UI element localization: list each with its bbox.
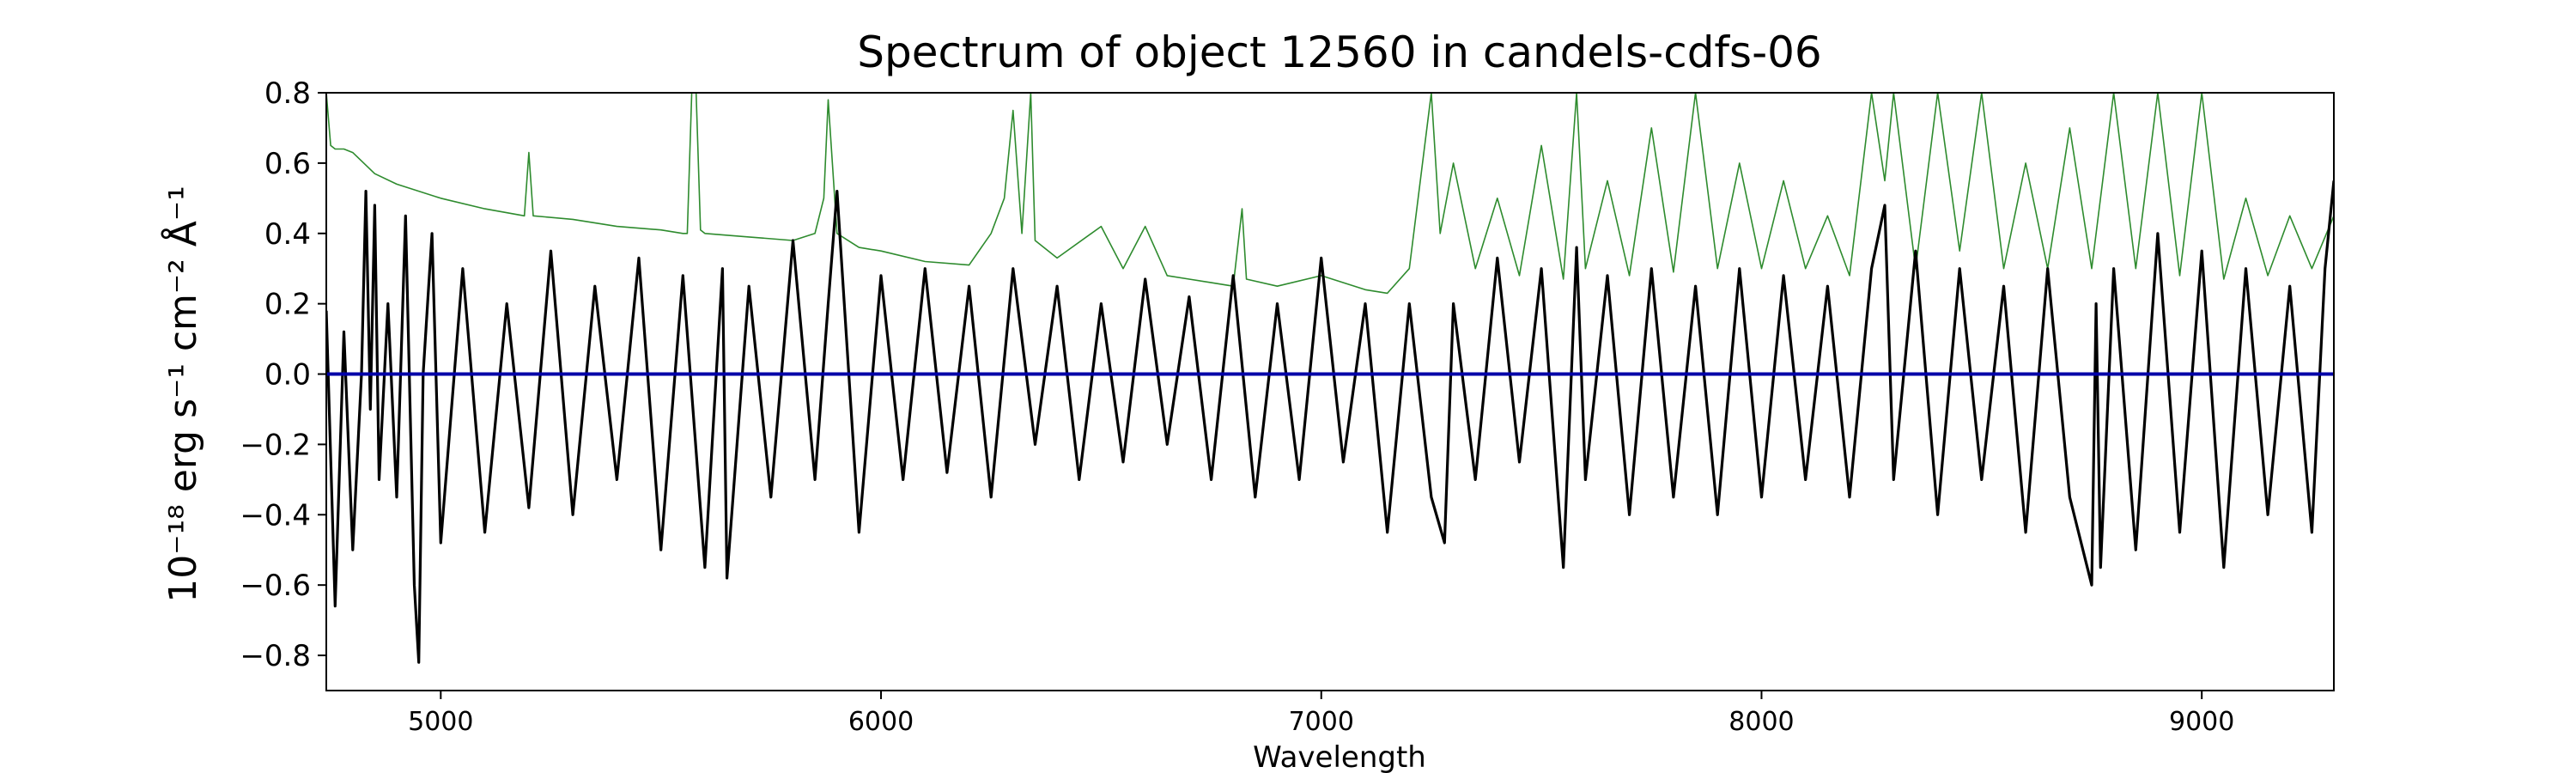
y-tick-label: −0.6 [240,569,311,603]
noise-series-line [326,93,2334,295]
y-tick-label: 0.8 [264,76,311,111]
y-tick-label: −0.8 [240,639,311,673]
y-tick-label: 0.0 [264,358,311,393]
y-tick-label: 0.4 [264,217,311,252]
x-tick-label: 9000 [2169,707,2234,737]
axis-ticks: 5000 6000 7000 8000 9000 −0.8 −0.6 −0.4 −0.2 0.0 0… [240,76,2234,737]
plot-frame [325,92,2335,691]
y-tick-label: 0.2 [264,288,311,322]
chart-title: Spectrum of object 12560 in candels-cdfs… [857,27,1822,77]
x-axis-label: Wavelength [1253,740,1426,773]
y-axis-label: 10⁻¹⁸ erg s⁻¹ cm⁻² Å⁻¹ [160,186,205,602]
flux-series-line [326,180,2334,664]
y-tick-label: 0.6 [264,147,311,181]
plot-area [326,93,2334,664]
x-tick-label: 5000 [408,707,473,737]
x-tick-label: 6000 [848,707,914,737]
x-tick-label: 8000 [1728,707,1794,737]
y-tick-label: −0.2 [240,428,311,462]
y-tick-label: −0.4 [240,498,311,533]
x-tick-label: 7000 [1289,707,1354,737]
